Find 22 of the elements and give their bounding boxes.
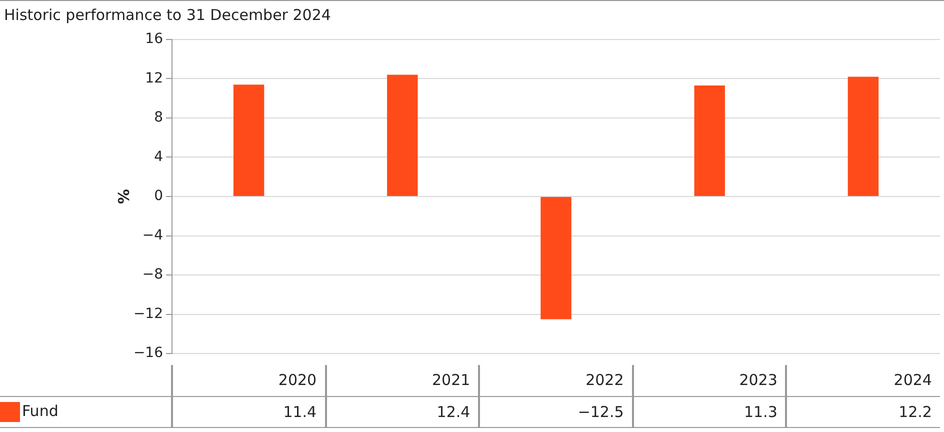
y-tick-label: 16 bbox=[145, 31, 164, 48]
chart-title: Historic performance to 31 December 2024 bbox=[0, 0, 944, 28]
y-tick-label: −16 bbox=[133, 345, 164, 362]
data-label: −12.5 bbox=[479, 396, 633, 427]
x-tick-label: 2024 bbox=[786, 365, 940, 396]
data-label: 12.2 bbox=[786, 396, 940, 427]
y-axis-title: % bbox=[114, 188, 133, 204]
data-label: 12.4 bbox=[326, 396, 480, 427]
x-tick-label: 2022 bbox=[479, 365, 633, 396]
legend-label: Fund bbox=[22, 402, 58, 420]
x-tick-label: 2023 bbox=[632, 365, 786, 396]
y-tick-label: 8 bbox=[154, 110, 163, 126]
y-tick-label: −4 bbox=[142, 227, 164, 244]
x-tick-label: 2021 bbox=[326, 365, 480, 396]
y-tick-label: −8 bbox=[142, 266, 163, 283]
y-tick-label: 4 bbox=[154, 148, 164, 165]
data-label: 11.3 bbox=[632, 396, 786, 427]
y-tick-label: 0 bbox=[154, 188, 163, 204]
y-tick-label: −12 bbox=[133, 306, 163, 322]
data-label: 11.4 bbox=[172, 396, 326, 427]
y-tick-label: 12 bbox=[145, 70, 163, 86]
x-tick-label: 2020 bbox=[172, 365, 326, 396]
